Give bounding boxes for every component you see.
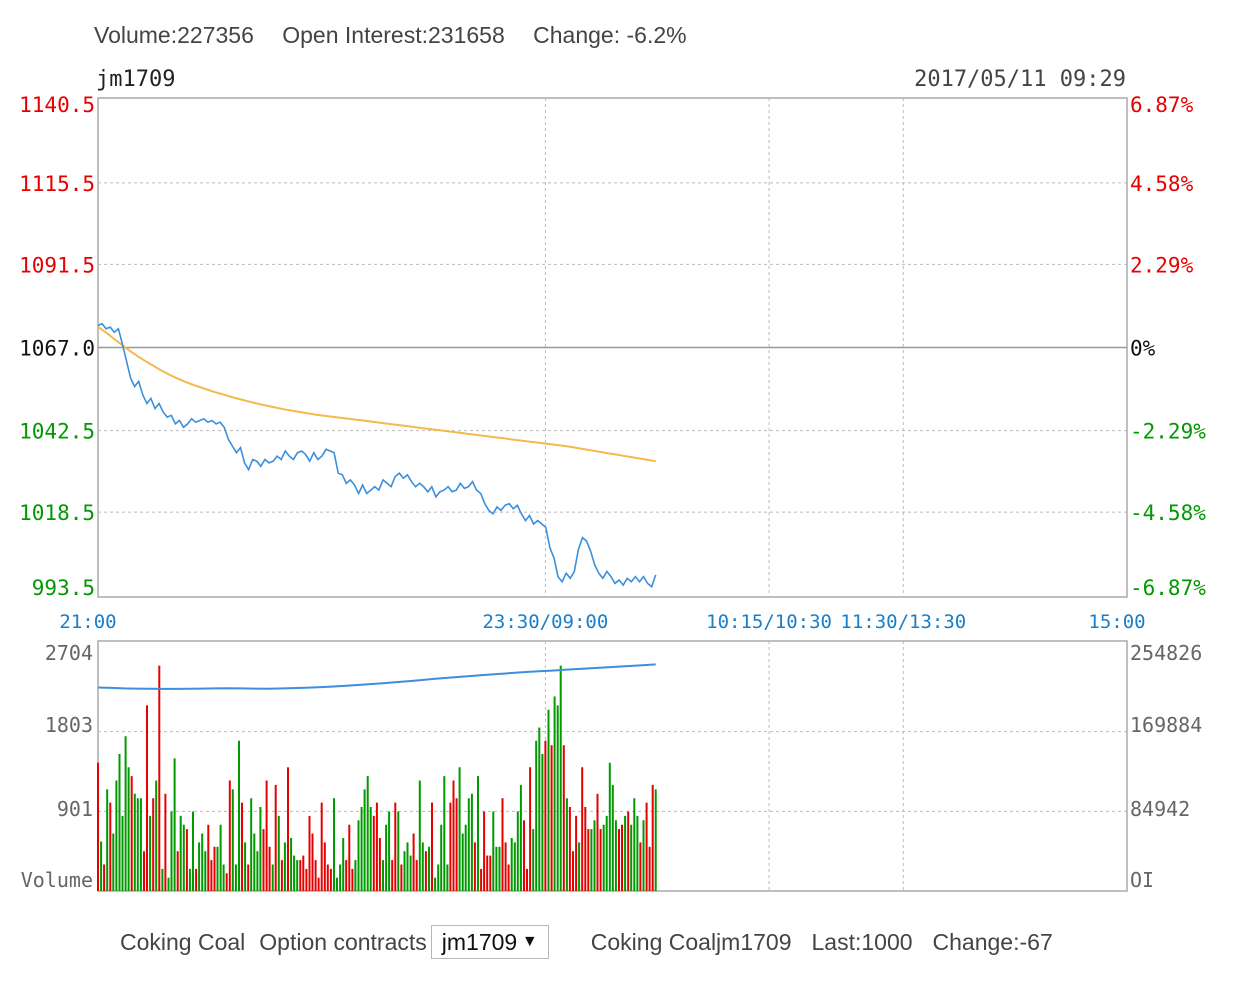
percent-tick-label: -6.87% — [1130, 576, 1206, 600]
average-price-line — [97, 326, 656, 463]
oi-tick-label: 169884 — [1130, 713, 1202, 737]
price-panel: jm1709 2017/05/11 09:29 1140.5 1115.5 1091… — [19, 67, 1206, 600]
price-tick-label: 993.5 — [32, 576, 95, 600]
volume-tick-label: 901 — [57, 797, 93, 821]
percent-tick-label: 6.87% — [1130, 93, 1194, 117]
price-left-axis: 1140.5 1115.5 1091.5 1067.0 1042.5 1018.5 993.… — [19, 93, 95, 600]
percent-tick-label: -2.29% — [1130, 420, 1206, 444]
time-tick-label: 21:00 — [59, 611, 116, 633]
symbol-label: jm1709 — [96, 67, 175, 92]
quote-name: Coking Coaljm1709 — [590, 928, 792, 955]
time-tick-label: 11:30/13:30 — [840, 611, 966, 633]
time-axis: 21:00 23:30/09:00 10:15/10:30 11:30/13:30 15… — [59, 611, 1145, 633]
datetime-label: 2017/05/11 09:29 — [914, 67, 1126, 92]
volume-left-axis: 2704 1803 901 Volume — [21, 641, 93, 892]
open-interest-series — [97, 663, 656, 690]
price-horizontal-gridlines — [98, 182, 1127, 513]
product-name: Coking Coal — [120, 928, 246, 955]
price-tick-label: 1067.0 — [19, 337, 95, 361]
percent-tick-label: 0% — [1130, 337, 1156, 361]
change-summary: Change: -6.2% — [533, 22, 687, 48]
intraday-chart: jm1709 2017/05/11 09:29 1140.5 1115.5 1091… — [19, 67, 1206, 892]
option-contracts-label: Option contracts — [259, 928, 427, 955]
price-right-axis: 6.87% 4.58% 2.29% 0% -2.29% -4.58% -6.87% — [1130, 93, 1206, 600]
price-vertical-gridlines — [544, 98, 904, 597]
chevron-down-icon: ▼ — [521, 933, 538, 950]
price-tick-label: 1115.5 — [19, 172, 95, 196]
contract-select[interactable]: jm1709 ▼ — [430, 925, 549, 959]
open-interest-summary: Open Interest:231658 — [282, 22, 505, 48]
volume-tick-label: Volume — [21, 868, 93, 892]
percent-tick-label: 4.58% — [1130, 172, 1194, 196]
percent-tick-label: 2.29% — [1130, 253, 1194, 277]
price-series — [97, 322, 657, 589]
last-price: Last:1000 — [811, 928, 913, 955]
price-tick-label: 1018.5 — [19, 501, 95, 525]
price-tick-label: 1091.5 — [19, 253, 95, 277]
volume-right-axis: 254826 169884 84942 OI — [1130, 641, 1202, 892]
contract-select-value: jm1709 — [441, 928, 518, 955]
summary-bar: Volume:227356 Open Interest:231658 Chang… — [94, 22, 709, 49]
price-tick-label: 1140.5 — [19, 93, 95, 117]
volume-bars — [97, 665, 657, 891]
time-tick-label: 23:30/09:00 — [482, 611, 608, 633]
quote-change: Change:-67 — [932, 928, 1053, 955]
price-line — [97, 322, 657, 589]
volume-vertical-gridlines — [544, 641, 904, 891]
percent-tick-label: -4.58% — [1130, 501, 1206, 525]
volume-summary: Volume:227356 — [94, 22, 254, 48]
oi-tick-label: 254826 — [1130, 641, 1202, 665]
contract-bar: Coking Coal Option contracts jm1709 ▼ Co… — [120, 922, 1053, 962]
volume-tick-label: 1803 — [45, 713, 93, 737]
time-tick-label: 10:15/10:30 — [706, 611, 832, 633]
price-tick-label: 1042.5 — [19, 420, 95, 444]
volume-tick-label: 2704 — [45, 641, 93, 665]
open-interest-line — [97, 663, 656, 690]
time-tick-label: 15:00 — [1088, 611, 1145, 633]
oi-tick-label: OI — [1130, 868, 1154, 892]
volume-panel: 2704 1803 901 Volume 254826 169884 84942 OI — [21, 640, 1202, 892]
oi-tick-label: 84942 — [1130, 797, 1190, 821]
